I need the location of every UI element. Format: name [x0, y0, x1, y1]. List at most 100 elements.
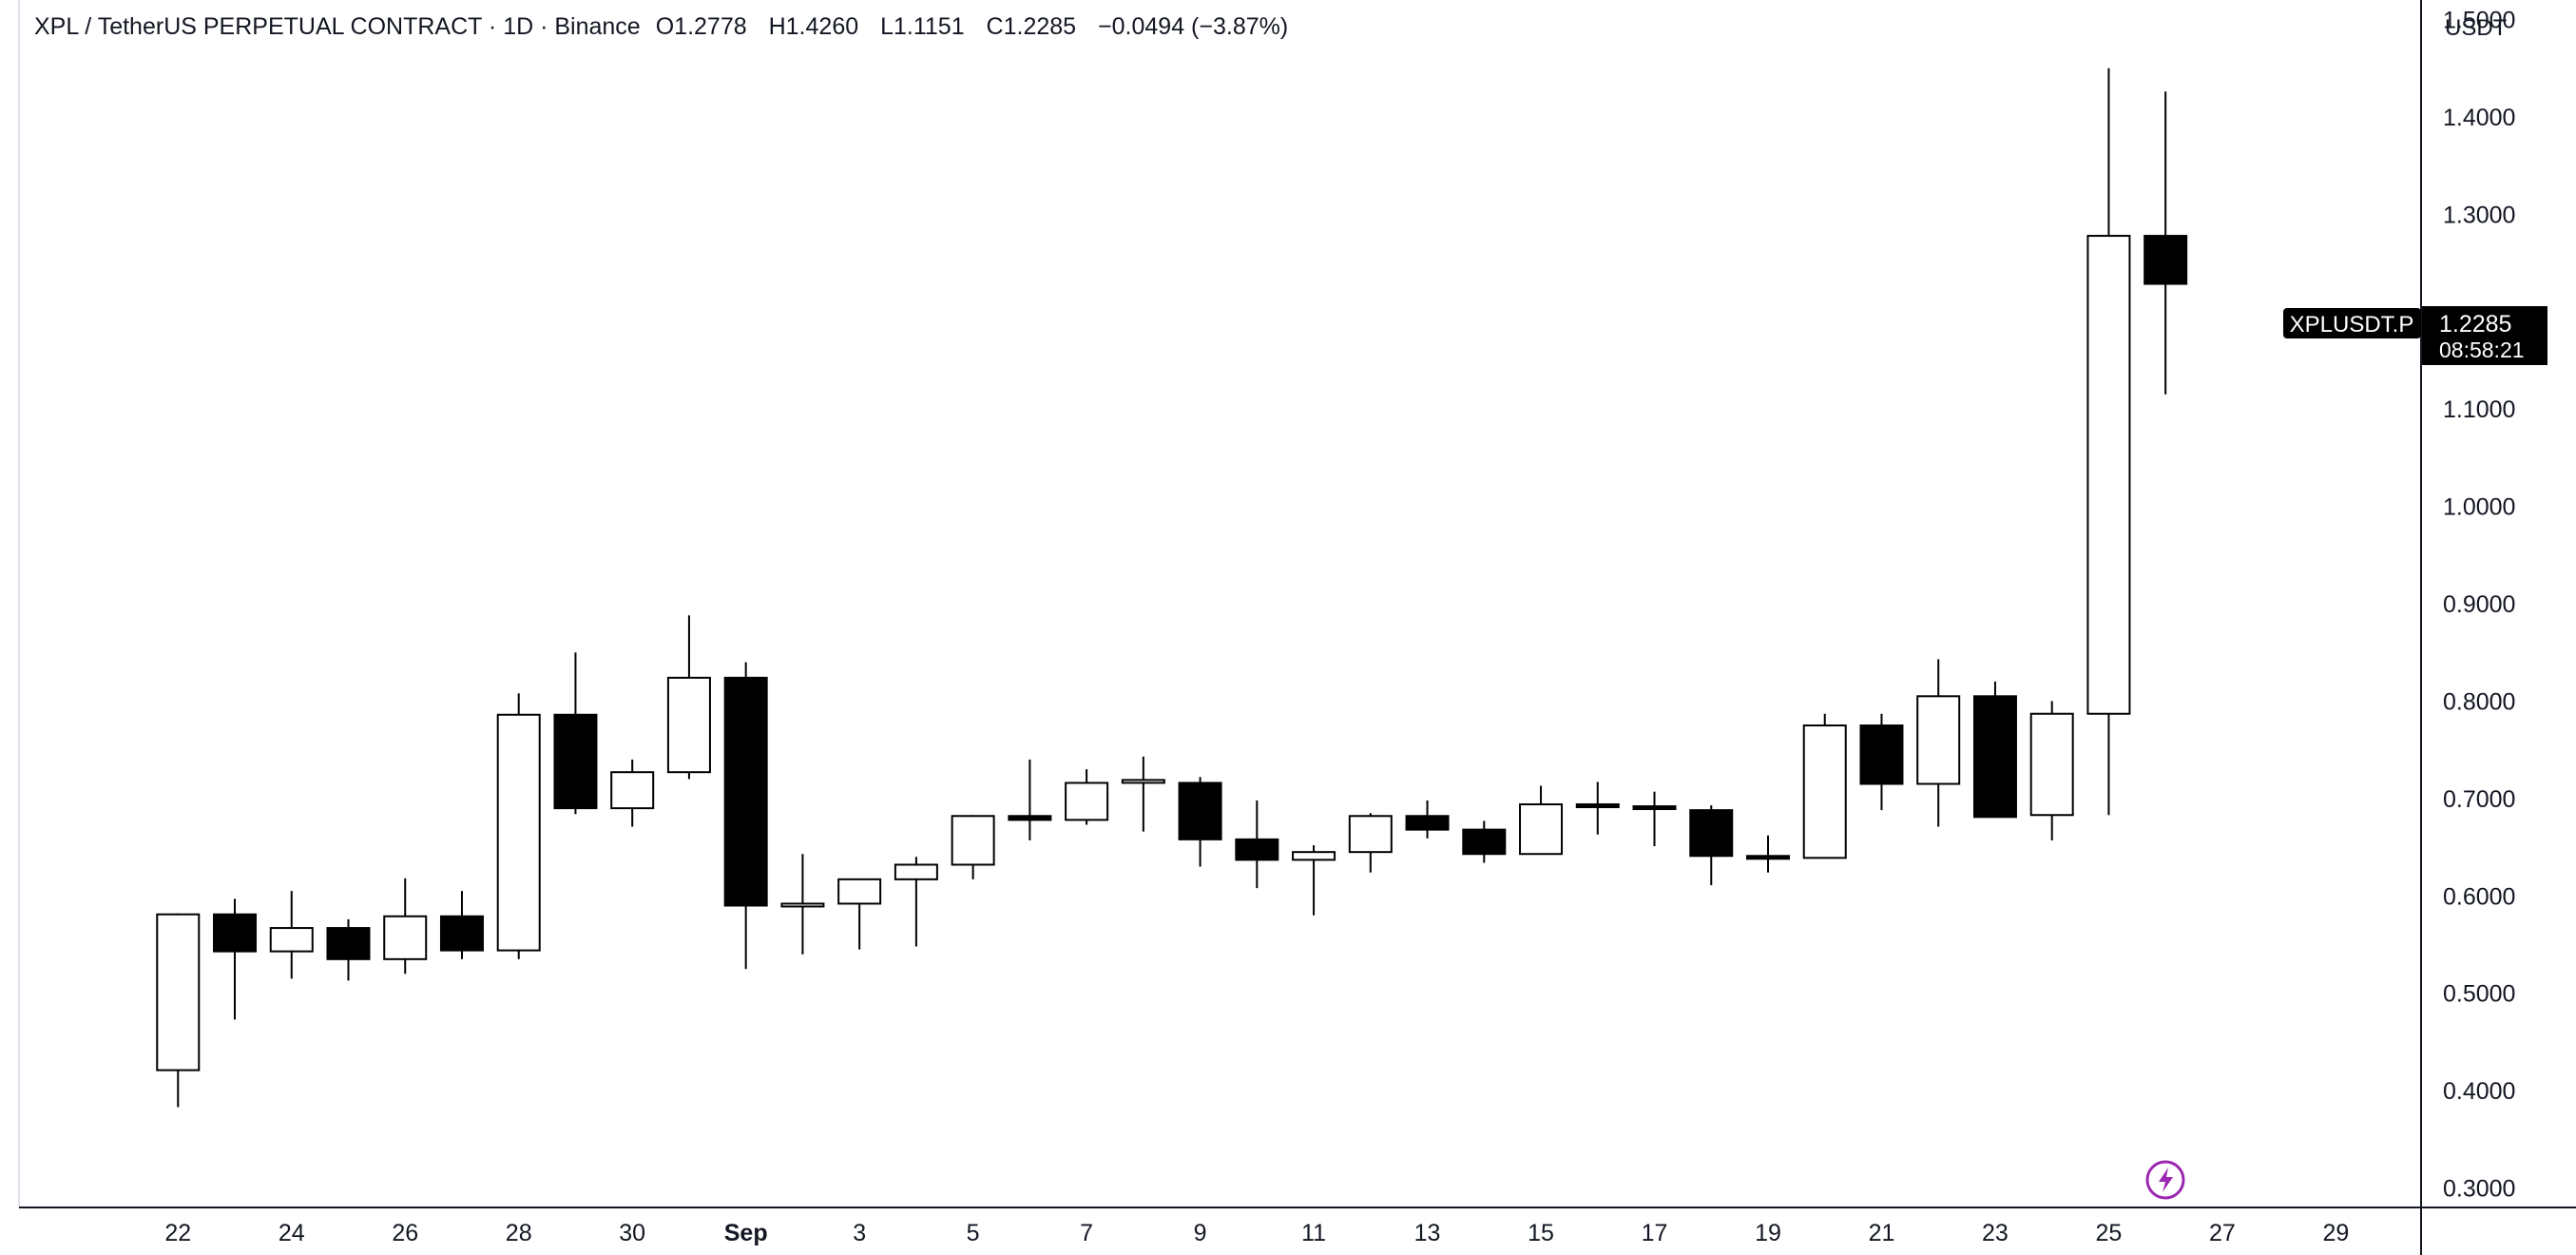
candle[interactable] [780, 854, 825, 955]
symbol-tag-background [2283, 308, 2421, 338]
candle[interactable] [1916, 659, 1961, 827]
currency-selector[interactable]: USDT [2445, 15, 2508, 41]
candle[interactable] [1632, 791, 1677, 847]
candle-body-up [1916, 695, 1961, 785]
time-tick-label: 13 [1414, 1220, 1441, 1246]
time-tick-label: 27 [2209, 1220, 2236, 1246]
time-axis-ticks[interactable]: 22 24 26 28 30 Sep 3 5 7 9 11 13 15 17 19 21 23 25 27 29 [164, 1220, 2349, 1246]
candle[interactable] [326, 918, 371, 981]
candle-body-up [666, 676, 711, 774]
symbol-title[interactable]: XPL / TetherUS PERPETUAL CONTRACT · 1D ·… [34, 13, 641, 40]
candle-body-down [1972, 695, 2017, 819]
time-tick-label: 30 [619, 1220, 645, 1246]
candle[interactable] [1348, 813, 1393, 873]
price-tick-label: 1.0000 [2443, 494, 2515, 521]
time-tick-label: 28 [506, 1220, 532, 1246]
price-tick-label: 0.3000 [2443, 1176, 2515, 1203]
candle-body-down [1632, 805, 1677, 811]
candle[interactable] [1292, 845, 1336, 916]
lightning-icon[interactable] [2145, 1160, 2185, 1200]
candle-body-up [2086, 235, 2131, 715]
candle-body-down [1178, 782, 1222, 840]
low-value: 1.1151 [893, 13, 965, 40]
candle-body-down [1689, 809, 1734, 858]
last-price-marker: XPLUSDT.P 1.2285 08:58:21 [2283, 306, 2547, 365]
bar-countdown: 08:58:21 [2439, 338, 2525, 362]
ohlc-values: O1.2778 H1.4260 L1.1151 C1.2285 −0.0494 … [656, 13, 1288, 41]
candle[interactable] [1008, 759, 1052, 840]
candle[interactable] [1065, 769, 1109, 825]
candle[interactable] [156, 913, 201, 1108]
candle[interactable] [1178, 777, 1222, 867]
candle-body-up [1802, 724, 1847, 859]
candle[interactable] [1519, 785, 1564, 856]
candle[interactable] [553, 652, 598, 815]
candle[interactable] [1121, 756, 1165, 832]
time-tick-label: 19 [1755, 1220, 1781, 1246]
time-tick-label: 25 [2096, 1220, 2123, 1246]
candle-body-down [1235, 838, 1279, 861]
candle-body-down [1859, 724, 1904, 785]
candle-body-up [837, 878, 882, 905]
candle-body-down [326, 927, 371, 960]
candle[interactable] [1405, 800, 1450, 839]
candle[interactable] [1745, 835, 1790, 873]
price-tick-label: 0.5000 [2443, 981, 2515, 1008]
time-tick-label: 24 [279, 1220, 305, 1246]
candle-body-up [894, 863, 938, 880]
time-tick-label: 22 [164, 1220, 191, 1246]
candle[interactable] [2143, 91, 2188, 395]
candle[interactable] [837, 878, 882, 950]
candle-body-up [269, 927, 314, 953]
price-tick-label: 0.4000 [2443, 1078, 2515, 1105]
candle-body-down [1745, 855, 1790, 860]
candle-body-up [1292, 851, 1336, 861]
candle-body-up [780, 902, 825, 908]
candle[interactable] [496, 693, 541, 959]
candle[interactable] [1462, 821, 1507, 863]
candle[interactable] [1802, 713, 1847, 859]
candle[interactable] [1859, 713, 1904, 811]
candle-body-down [1462, 828, 1507, 856]
last-price-value: 1.2285 [2439, 311, 2511, 338]
candle[interactable] [666, 615, 711, 780]
time-tick-label: 3 [853, 1220, 866, 1246]
candle[interactable] [1689, 805, 1734, 885]
candle-body-up [156, 913, 201, 1072]
last-price-label-background [2422, 306, 2547, 365]
open-key: O [655, 13, 675, 40]
candle-body-up [1519, 802, 1564, 856]
time-tick-label: 17 [1642, 1220, 1668, 1246]
candles-group [156, 68, 2188, 1108]
price-tick-label: 0.7000 [2443, 786, 2515, 813]
candle-body-up [1348, 815, 1393, 854]
candle-body-down [1405, 815, 1450, 831]
candle[interactable] [439, 891, 484, 959]
candle-body-down [439, 915, 484, 952]
candle[interactable] [269, 891, 314, 979]
price-tick-label: 0.8000 [2443, 688, 2515, 715]
candle[interactable] [1972, 681, 2017, 819]
candle[interactable] [2029, 701, 2074, 840]
candle-body-up [2029, 712, 2074, 817]
candle[interactable] [2086, 68, 2131, 816]
candle-body-down [2143, 235, 2188, 285]
candle[interactable] [1575, 782, 1620, 835]
candle[interactable] [723, 662, 768, 970]
candle[interactable] [951, 815, 995, 879]
candle[interactable] [383, 878, 428, 975]
candle[interactable] [610, 759, 655, 827]
candle[interactable] [894, 857, 938, 947]
time-tick-label: 9 [1194, 1220, 1207, 1246]
price-axis-ticks[interactable]: 1.5000 1.4000 1.3000 1.1000 1.0000 0.9000 0.80… [2443, 7, 2515, 1202]
candle[interactable] [1235, 800, 1279, 889]
candle[interactable] [213, 898, 258, 1020]
close-value: 1.2285 [1003, 13, 1077, 40]
chart-legend: XPL / TetherUS PERPETUAL CONTRACT · 1D ·… [34, 13, 1288, 41]
candle-body-down [723, 676, 768, 907]
high-key: H [768, 13, 786, 40]
price-tick-label: 0.9000 [2443, 591, 2515, 618]
time-tick-label: 15 [1528, 1220, 1554, 1246]
candle-body-down [1575, 802, 1620, 808]
